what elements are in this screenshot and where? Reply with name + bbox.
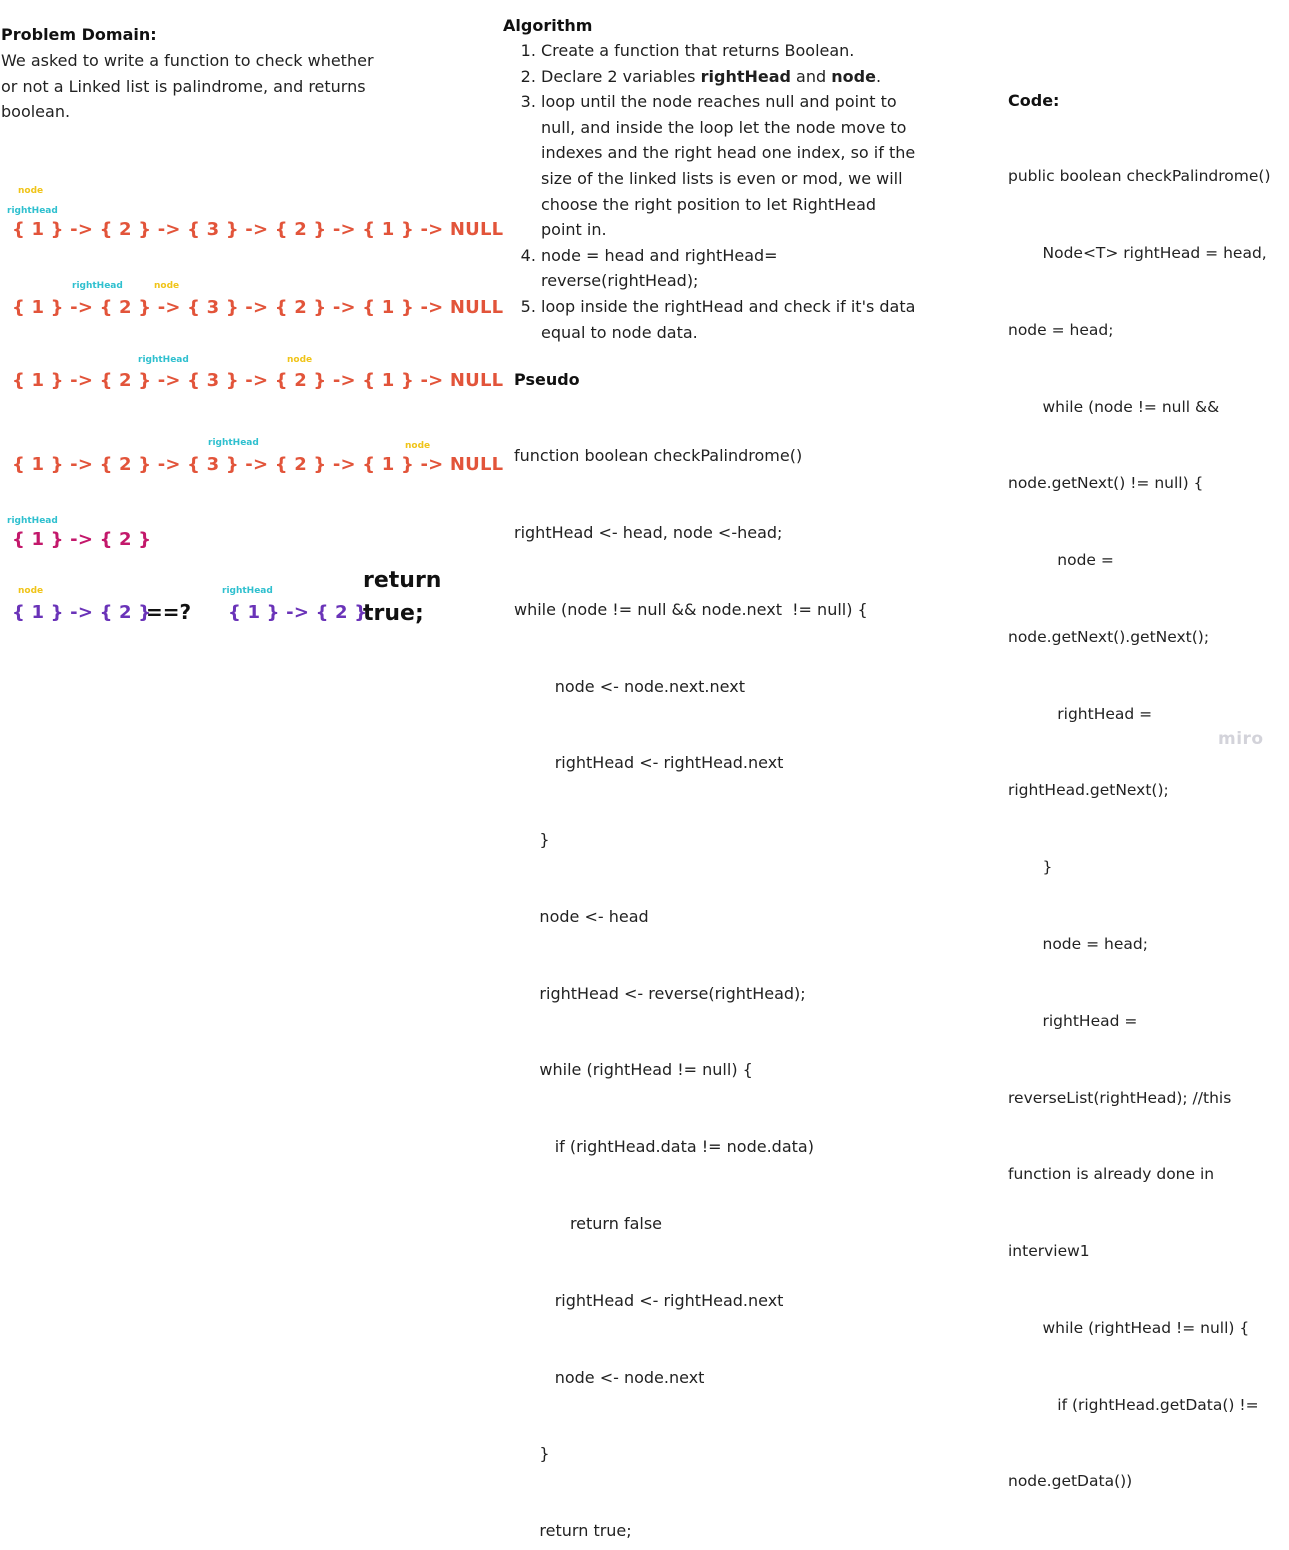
algorithm-step-3: loop until the node reaches null and poi… bbox=[541, 89, 918, 243]
algorithm-step-1: Create a function that returns Boolean. bbox=[541, 38, 918, 64]
code-heading: Code: bbox=[1008, 91, 1060, 110]
pseudo-line: rightHead <- rightHead.next bbox=[514, 753, 784, 773]
pseudo-line: rightHead <- rightHead.next bbox=[514, 1290, 784, 1310]
step-text: loop until the node reaches null and poi… bbox=[541, 92, 916, 240]
linked-list-row-3: { 1 } -> { 2 } -> { 3 } -> { 2 } -> { 1 … bbox=[12, 370, 504, 391]
pseudo-code-block: function boolean checkPalindrome() right… bbox=[514, 392, 868, 1550]
right-head-pointer-label: rightHead bbox=[208, 438, 259, 448]
code-line: } bbox=[1008, 858, 1053, 877]
node-pointer-label: node bbox=[405, 441, 431, 451]
code-line: return false; bbox=[1008, 1546, 1271, 1550]
right-head-pointer-label: rightHead bbox=[7, 206, 58, 216]
problem-line: boolean. bbox=[1, 102, 71, 122]
pseudo-line: rightHead <- reverse(rightHead); bbox=[514, 983, 806, 1003]
compare-left-list: { 1 } -> { 2 } bbox=[12, 602, 152, 623]
algorithm-step-5: loop inside the rightHead and check if i… bbox=[541, 294, 918, 345]
algorithm-step-2: Declare 2 variables rightHead and node. bbox=[541, 64, 918, 90]
pseudo-line: if (rightHead.data != node.data) bbox=[514, 1137, 814, 1157]
pseudo-line: function boolean checkPalindrome() bbox=[514, 446, 803, 466]
code-line: Node<T> rightHead = head, bbox=[1008, 243, 1267, 262]
code-line: while (node != null && bbox=[1008, 397, 1220, 416]
pseudo-line: while (rightHead != null) { bbox=[514, 1060, 753, 1080]
result-line: true; bbox=[363, 601, 424, 626]
pseudo-line: node <- head bbox=[514, 906, 649, 926]
result-line: return bbox=[363, 568, 442, 593]
code-line: while (rightHead != null) { bbox=[1008, 1318, 1250, 1337]
algorithm-step-4: node = head and rightHead= reverse(right… bbox=[541, 243, 918, 294]
code-line: node = head; bbox=[1008, 935, 1148, 953]
step-text: loop inside the rightHead and check if i… bbox=[541, 296, 916, 342]
compare-right-list: { 1 } -> { 2 } bbox=[228, 602, 368, 623]
pseudo-line: rightHead <- head, node <-head; bbox=[514, 522, 783, 542]
code-line: rightHead = bbox=[1008, 704, 1153, 723]
code-line: node.getData()) bbox=[1008, 1472, 1133, 1491]
code-line: rightHead = bbox=[1008, 1011, 1138, 1030]
variable-right-head: rightHead bbox=[700, 66, 791, 86]
code-line: function is already done in bbox=[1008, 1165, 1215, 1184]
node-pointer-label: node bbox=[154, 281, 180, 291]
code-line: interview1 bbox=[1008, 1242, 1090, 1261]
compare-operator: ==? bbox=[146, 600, 192, 624]
step-text: and bbox=[790, 66, 832, 86]
pseudo-line: } bbox=[514, 830, 550, 850]
code-line: node.getNext() != null) { bbox=[1008, 474, 1204, 493]
problem-heading: Problem Domain: bbox=[1, 25, 157, 44]
code-line: node = head; bbox=[1008, 320, 1114, 339]
code-line: reverseList(rightHead); //this bbox=[1008, 1088, 1232, 1107]
result-text: return true; bbox=[363, 564, 441, 630]
algorithm-list: Create a function that returns Boolean. … bbox=[503, 38, 918, 345]
step-text: . bbox=[875, 66, 882, 86]
problem-line: We asked to write a function to check wh… bbox=[1, 51, 374, 70]
linked-list-row-2: { 1 } -> { 2 } -> { 3 } -> { 2 } -> { 1 … bbox=[12, 297, 504, 318]
code-line: node.getNext().getNext(); bbox=[1008, 627, 1210, 646]
miro-logo: miro bbox=[1218, 729, 1264, 749]
algorithm-heading: Algorithm bbox=[503, 16, 593, 35]
pseudo-line: node <- node.next.next bbox=[514, 676, 745, 696]
pseudo-line: node <- node.next bbox=[514, 1367, 705, 1387]
node-pointer-label: node bbox=[287, 355, 313, 365]
right-head-pointer-label: rightHead bbox=[222, 586, 273, 596]
right-head-pointer-label: rightHead bbox=[72, 281, 123, 291]
step-text: Create a function that returns Boolean. bbox=[541, 41, 855, 60]
code-line: node = bbox=[1008, 551, 1114, 570]
pseudo-line: while (node != null && node.next != null… bbox=[514, 599, 868, 619]
code-block: public boolean checkPalindrome() Node<T>… bbox=[1008, 113, 1271, 1550]
code-line: rightHead.getNext(); bbox=[1008, 781, 1169, 800]
step-text: node = head and rightHead= reverse(right… bbox=[541, 245, 778, 291]
step-text: Declare 2 variables bbox=[541, 66, 701, 86]
reversed-list-row: { 1 } -> { 2 } bbox=[12, 529, 152, 550]
pseudo-line: return false bbox=[514, 1214, 663, 1233]
node-pointer-label: node bbox=[18, 186, 44, 196]
code-line: if (rightHead.getData() != bbox=[1008, 1395, 1259, 1414]
right-head-pointer-label: rightHead bbox=[138, 355, 189, 365]
algorithm-steps: Create a function that returns Boolean. … bbox=[503, 38, 918, 345]
right-head-pointer-label: rightHead bbox=[7, 516, 58, 526]
code-line: public boolean checkPalindrome() bbox=[1008, 167, 1271, 186]
pseudo-line: return true; bbox=[514, 1521, 632, 1541]
variable-node: node bbox=[831, 66, 876, 86]
problem-line: or not a Linked list is palindrome, and … bbox=[1, 76, 366, 96]
linked-list-row-4: { 1 } -> { 2 } -> { 3 } -> { 2 } -> { 1 … bbox=[12, 454, 504, 475]
node-pointer-label: node bbox=[18, 586, 44, 596]
linked-list-row-1: { 1 } -> { 2 } -> { 3 } -> { 2 } -> { 1 … bbox=[12, 219, 504, 240]
problem-description: We asked to write a function to check wh… bbox=[1, 48, 374, 125]
pseudo-line: } bbox=[514, 1444, 550, 1464]
pseudo-heading: Pseudo bbox=[514, 370, 580, 389]
